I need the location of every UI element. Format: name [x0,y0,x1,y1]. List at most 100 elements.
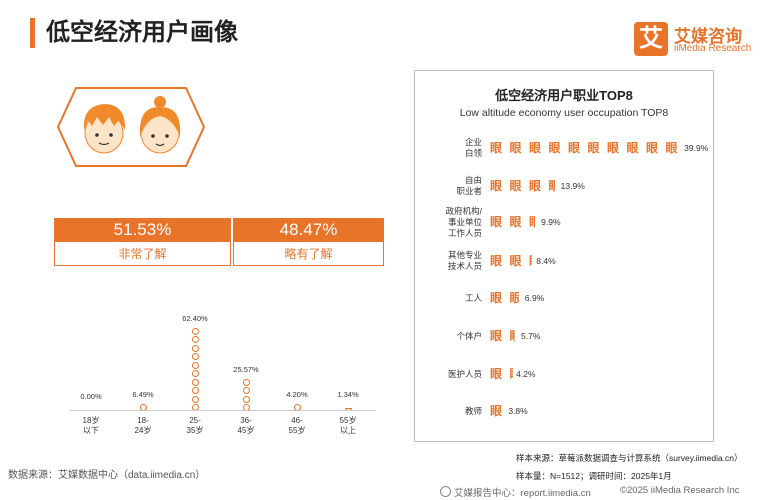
age-bar-icon [191,353,199,360]
occupation-pictogram-icon: 眼 [509,141,522,155]
occupation-pictogram-icon: 眼 [490,367,503,381]
awareness-label-high: 非常了解 [54,242,231,266]
occupation-category-line: 事业单位 [447,216,482,227]
occupation-value-label: 8.4% [536,256,556,266]
age-bar-icon [191,387,199,394]
age-category-label: 25- 35岁 [175,416,215,436]
occupation-pictogram-icon: 眼 [646,141,659,155]
age-category-line: 25- [189,416,201,425]
occupation-pictogram-icon: 眼 [529,179,542,193]
occupation-pictogram-icon: 眼 [490,254,503,268]
age-bar-icon [191,344,199,352]
occupation-category-line: 白领 [464,148,482,158]
globe-icon [440,486,451,497]
occupation-pictogram-icon: 眼 [665,141,678,155]
occupation-category-label: 政府机构/事业单位 工作人员 [436,206,482,239]
age-category-label: 55岁 以上 [328,416,368,436]
age-value-label: 62.40% [182,313,208,323]
occupation-pictogram-icon: 眼 [568,141,581,155]
occupation-pictogram-icon: 眼 [626,141,639,155]
occupation-category-line: 其他专业 [447,250,482,260]
age-value-label: 4.20% [286,390,308,399]
age-category-line: 55岁 [339,416,357,425]
occupation-category-line: 教师 [464,405,482,416]
age-value-label: 0.00% [80,392,102,401]
age-category-line: 46- [291,416,303,425]
age-bar-icon [191,370,199,377]
occupation-category-line: 工作人员 [447,227,482,238]
age-category-label: 36- 45岁 [226,416,266,436]
occupation-category-line: 政府机构/ [445,205,482,216]
occupation-pictogram-icon: 眼 [509,215,522,229]
occupation-pictogram-icon: 眼 [490,329,503,343]
logo-cn-text: 艾媒咨询 [674,27,742,46]
age-bar-icon [242,378,250,386]
occupation-category-label: 教师 [436,406,482,417]
report-center-text: 艾媒报告中心：report.iimedia.cn [454,488,591,499]
occupation-category-line: 医护人员 [447,368,482,379]
occupation-value-label: 39.9% [684,143,709,153]
occupation-pictogram-icon: 眼 [509,254,522,268]
age-category-line: 35岁 [186,426,204,435]
report-center: 艾媒报告中心：report.iimedia.cn [440,485,591,499]
occupation-category-line: 工人 [464,292,482,303]
occupation-pictogram-icon: 眼 [510,329,516,343]
title-accent-bar [30,18,35,48]
age-bar-icon [242,387,250,394]
occupation-pictogram-icon: 眼 [490,179,503,193]
occupation-value-label: 5.7% [521,331,541,341]
age-value-label: 25.57% [233,364,259,374]
occupation-panel: 低空经济用户职业TOP8 Low altitude economy user o… [414,70,714,442]
age-bar-icon [242,395,250,403]
occupation-category-line: 企业 [464,137,482,147]
age-category-line: 以上 [340,426,356,435]
occupation-category-label: 工人 [436,293,482,304]
occupation-category-label: 个体户 [436,331,482,342]
occupation-pictogram-icon: 眼 [529,141,542,155]
occupation-category-label: 自由 职业者 [436,175,482,197]
occupation-category-line: 职业者 [456,186,482,196]
occupation-pictogram-icon: 眼 [529,254,532,268]
occupation-category-line: 技术人员 [447,261,482,271]
occupation-pictogram-icon: 眼 [509,179,522,193]
age-category-line: 55岁 [288,426,306,435]
occupation-pictogram-icon: 眼 [607,141,620,155]
age-value-label: 1.34% [337,390,359,399]
age-bar-icon [191,361,199,369]
occupation-chart-title: 低空经济用户职业TOP8 [495,88,633,103]
age-category-line: 18- [137,416,149,425]
age-category-line: 24岁 [134,426,152,435]
occupation-pictogram-icon: 眼 [509,291,519,305]
female-face-icon [139,96,181,154]
copyright: ©2025 iiMedia Research Inc [620,485,740,496]
occupation-chart-subtitle: Low altitude economy user occupation TOP… [459,107,669,119]
occupation-pictogram-icon: 眼 [490,215,503,229]
sample-source-note: 样本来源：草莓派数据调查与计算系统（survey.iimedia.cn） [516,453,743,463]
age-value-label: 6.49% [132,390,154,399]
occupation-value-label: 6.9% [524,293,545,303]
awareness-label-low: 略有了解 [233,242,384,266]
age-bar-icon [191,378,199,386]
data-source: 数据来源：艾媒数据中心（data.iimedia.cn） [8,470,206,481]
age-category-line: 36- [240,416,252,425]
occupation-pictogram-icon: 眼 [587,141,600,155]
occupation-category-line: 个体户 [456,330,482,341]
occupation-value-label: 3.8% [508,406,528,416]
occupation-category-label: 医护人员 [436,369,482,380]
occupation-value-label: 9.9% [541,217,561,227]
male-face-icon [83,104,126,154]
age-category-label: 18岁 以下 [71,416,111,436]
sample-size-note: 样本量：N=1512；调研时间：2025年1月 [516,471,672,481]
occupation-category-label: 其他专业 技术人员 [436,250,482,272]
age-category-line: 18岁 [82,416,100,425]
occupation-pictogram-icon: 眼 [510,367,513,381]
occupation-pictogram-icon: 眼 [490,291,503,305]
occupation-pictogram-icon: 眼 [529,215,536,229]
age-bar-icon [191,327,199,335]
occupation-value-label: 4.2% [516,369,536,379]
occupation-pictogram-icon: 眼 [490,404,503,418]
age-axis-line [70,410,376,411]
hexagon-frame [56,87,206,167]
occupation-pictogram-icon: 眼 [548,179,555,193]
age-category-line: 45岁 [237,426,255,435]
